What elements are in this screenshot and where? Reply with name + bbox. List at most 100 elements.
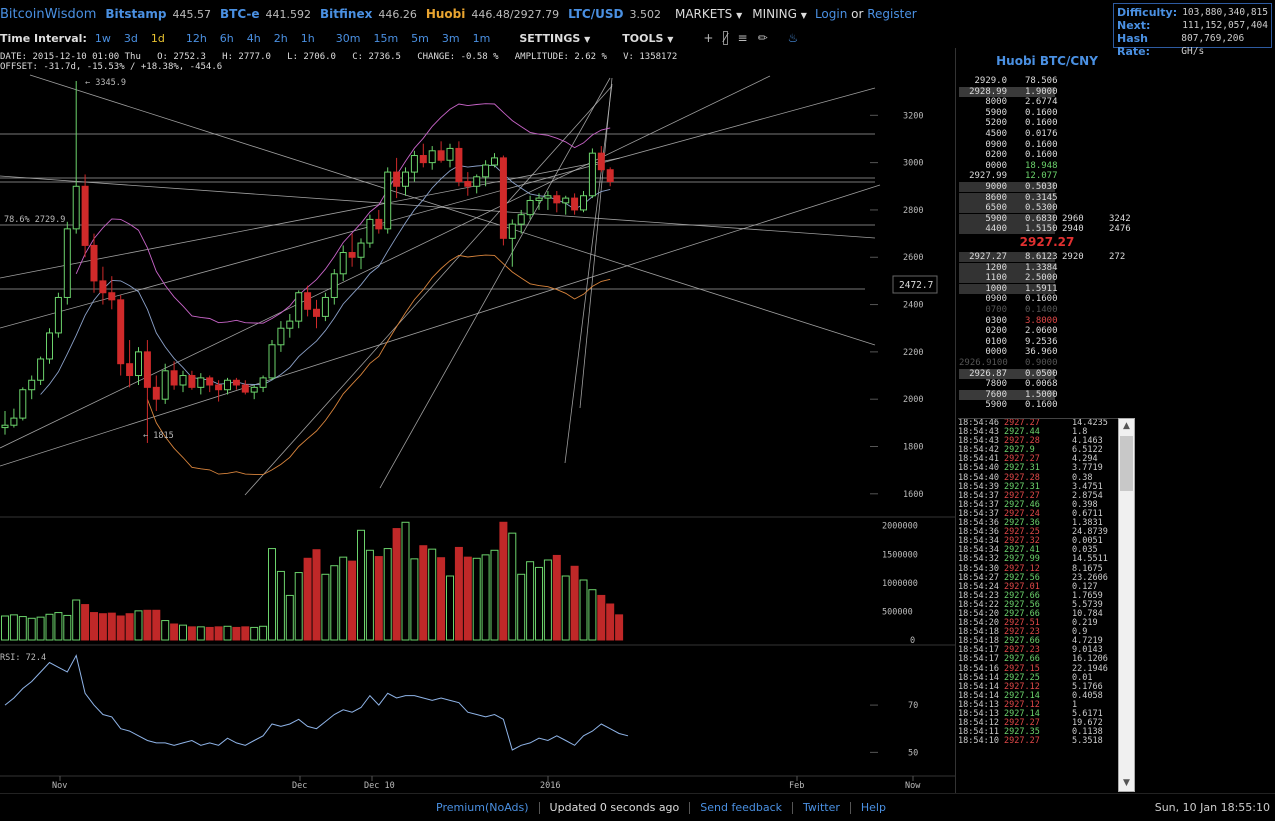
orderbook-row[interactable]: 5900 0.1600 [959,400,1135,410]
ticker-label[interactable]: LTC/USD [568,7,624,21]
ticker-ltcusd[interactable]: LTC/USD 3.502 [568,7,661,21]
orderbook-row[interactable]: 1200 1.3384 [959,262,1135,273]
order-amount: 0.5300 [1025,203,1058,214]
ticker-label[interactable]: Bitfinex [320,7,373,21]
trade-amount: 0.38 [1072,472,1093,483]
markets-menu[interactable]: MARKETS ▼ [675,7,742,21]
orderbook-row[interactable]: 0200 2.0600 [959,326,1135,336]
trade-amount: 5.3518 [1072,736,1103,747]
interval-3d[interactable]: 3d [123,31,138,45]
help-link[interactable]: Help [860,801,886,814]
orderbook-row[interactable]: 2928.99 1.9000 [959,86,1135,97]
interval-6h[interactable]: 6h [219,31,234,45]
orderbook-row[interactable]: 5900 0.1600 [959,108,1135,118]
ticker-huobi[interactable]: Huobi 446.48/2927.79 [426,7,559,21]
volume-bar [134,610,143,641]
next-value: 111,152,057,404 [1182,20,1268,31]
pen-icon[interactable]: ✏ [757,31,768,45]
trade-time: 18:54:46 [958,418,999,428]
orderbook-row[interactable]: 0300 3.8000 [959,316,1135,326]
interval-15m[interactable]: 15m [373,31,399,45]
volume-tick-label: 2000000 [882,522,918,532]
interval-2h[interactable]: 2h [273,31,288,45]
orderbook-row[interactable]: 0900 0.1600 [959,294,1135,304]
middle-band-line [40,164,611,395]
login-link[interactable]: Login [814,7,848,21]
scroll-up-icon[interactable]: ▲ [1123,421,1130,431]
orderbook-row[interactable]: 0700 0.1400 [959,305,1135,315]
twitter-link[interactable]: Twitter [803,801,840,814]
ticker-bitstamp[interactable]: Bitstamp 445.57 [105,7,211,21]
orderbook-row[interactable]: 2927.99 12.077 [959,171,1135,181]
ticker-label[interactable]: BTC-e [219,7,260,21]
interval-30m[interactable]: 30m [335,31,361,45]
trade-row: 18:54:17 2927.66 16.1206 [958,655,1121,664]
scroll-thumb[interactable] [1120,436,1133,491]
ticker-label[interactable]: Bitstamp [105,7,167,21]
interval-4h[interactable]: 4h [246,31,261,45]
orderbook-row[interactable]: 0000 36.960 [959,347,1135,357]
line-icon[interactable]: ⁄ [723,31,728,45]
volume-bar [170,623,179,641]
interval-3m[interactable]: 3m [441,31,460,45]
sum-amount: 272 [1109,252,1126,262]
crosshair-icon[interactable]: + [703,31,714,45]
trade-time: 18:54:16 [958,663,999,674]
volume-bar [196,626,205,641]
ticker-bitfinex[interactable]: Bitfinex 446.26 [320,7,417,21]
bell-icon[interactable]: ♨ [787,31,799,45]
trades-list[interactable]: 18:54:46 2927.27 14.4235 18:54:43 2927.44 1.8… [958,418,1121,793]
orderbook-row[interactable]: 2929.0 78.506 [959,76,1135,86]
interval-1m[interactable]: 1m [472,31,491,45]
volume-bar [45,613,54,641]
settings-menu[interactable]: SETTINGS ▼ [519,32,590,45]
orderbook-row[interactable]: 8600 0.3145 [959,192,1135,203]
orderbook-row[interactable]: 4400 1.5150 2940 2476 [959,224,1135,235]
ticker-btce[interactable]: BTC-e 441.592 [220,7,311,21]
candle-body [446,147,454,161]
trade-row: 18:54:23 2927.66 1.7659 [958,590,1121,601]
interval-12h[interactable]: 12h [185,31,207,45]
orderbook-row[interactable]: 2926.9100 0.9000 [959,358,1135,368]
candle-body [517,214,525,225]
orderbook-row[interactable]: 7800 0.0068 [959,379,1135,389]
candle-body [482,164,490,178]
trades-scrollbar[interactable]: ▲ ▼ [1118,418,1135,792]
feedback-link[interactable]: Send feedback [700,801,783,814]
x-tick-label: Dec [292,781,307,791]
premium-link[interactable]: Premium(NoAds) [436,801,529,814]
interval-1w[interactable]: 1w [94,31,111,45]
trade-price: 2927.51 [1004,618,1040,629]
interval-1d[interactable]: 1d [150,31,165,45]
orderbook-row[interactable]: 0900 0.1600 [959,140,1135,150]
candle-body [206,377,214,386]
hlines-icon[interactable]: ≡ [737,31,748,45]
interval-1h[interactable]: 1h [300,31,315,45]
orderbook-row[interactable]: 0000 18.948 [959,161,1135,171]
price-chart[interactable]: 1600 1800 2000 2200 2400 2600 2800 3000 3200 0 500… [0,48,955,793]
orderbook-row[interactable]: 2927.27 8.6123 2920 272 [959,252,1135,262]
depth-bar [959,368,1055,379]
tools-menu[interactable]: TOOLS ▼ [622,32,673,45]
difficulty-value: 103,880,340,815 [1182,7,1268,18]
orderbook-row[interactable]: 8000 2.6774 [959,97,1135,107]
orderbook-row[interactable]: 2926.87 0.0500 [959,368,1135,379]
orderbook-row[interactable]: 1100 2.5000 [959,273,1135,284]
orderbook-row[interactable]: 7600 1.5000 [959,389,1135,400]
orderbook-row[interactable]: 9000 0.5030 [959,182,1135,192]
orderbook-row[interactable]: 1000 1.5911 [959,283,1135,294]
orderbook-row[interactable]: 0200 0.1600 [959,150,1135,160]
trade-time: 18:54:23 [958,590,999,601]
mining-menu[interactable]: MINING ▼ [752,7,807,21]
orderbook-row[interactable]: 5900 0.6830 2960 3242 [959,213,1135,224]
brand-logo[interactable]: BitcoinWisdom [0,6,97,22]
interval-5m[interactable]: 5m [411,31,429,45]
orderbook-row[interactable]: 6500 0.5300 [959,203,1135,214]
scroll-down-icon[interactable]: ▼ [1123,778,1130,788]
ticker-label[interactable]: Huobi [425,7,466,21]
orderbook-row[interactable]: 5200 0.1600 [959,118,1135,128]
register-link[interactable]: Register [867,7,917,21]
orderbook-row[interactable]: 4500 0.0176 [959,129,1135,139]
x-tick-label: Dec 10 [364,781,395,791]
orderbook-row[interactable]: 0100 9.2536 [959,337,1135,347]
